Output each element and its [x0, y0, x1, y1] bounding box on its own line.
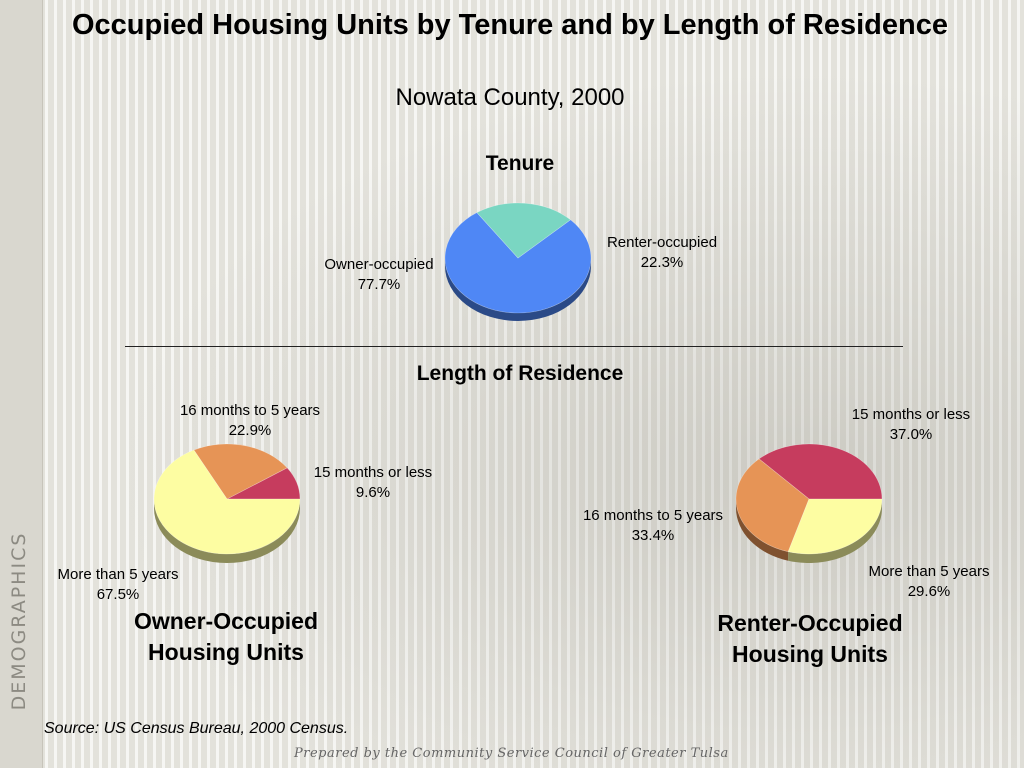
caption-line: Housing Units [732, 641, 888, 667]
pie-side-2-2-0 [788, 499, 882, 563]
pie-label-renter-occupied: Renter-occupied 22.3% [594, 233, 730, 273]
length-section-title: Length of Residence [416, 362, 624, 385]
pie-side-2-1-0 [736, 499, 789, 561]
owner-occupied-caption: Owner-Occupied Housing Units [106, 606, 346, 668]
pie-label-value: 29.6% [907, 583, 951, 600]
pie-label-owner-16-months: 16 months to 5 years 22.9% [162, 401, 338, 441]
pie-side-1-2-0 [154, 499, 300, 563]
pie-slice-2-1 [735, 458, 810, 553]
chart-title: Occupied Housing Units by Tenure and by … [71, 9, 948, 41]
pie-slice-1-0 [226, 467, 301, 500]
pie-label-value: 22.9% [228, 422, 272, 439]
pie-slice-0-1 [476, 202, 572, 259]
pie-label-value: 77.7% [357, 276, 401, 293]
pie-label-category: More than 5 years [57, 566, 179, 583]
caption-line: Owner-Occupied [133, 608, 319, 634]
pie-label-owner-15-months: 15 months or less 9.6% [300, 463, 446, 503]
pie-slice-1-2 [153, 449, 301, 555]
pie-label-renter-more-than-5: More than 5 years 29.6% [854, 562, 1004, 602]
pie-label-renter-15-months: 15 months or less 37.0% [836, 405, 986, 445]
pie-slice-0-0 [444, 212, 592, 314]
prepared-by-footer: Prepared by the Community Service Counci… [294, 746, 729, 761]
renter-occupied-caption: Renter-Occupied Housing Units [690, 608, 930, 670]
pie-label-renter-16-months: 16 months to 5 years 33.4% [566, 506, 740, 546]
pie-label-value: 22.3% [640, 254, 684, 271]
source-note: Source: US Census Bureau, 2000 Census. [44, 720, 349, 737]
pie-slice-1-1 [193, 443, 288, 500]
pie-label-category: 16 months to 5 years [582, 507, 724, 524]
pie-label-value: 9.6% [355, 484, 391, 501]
caption-line: Renter-Occupied [717, 610, 903, 636]
side-strip [0, 0, 43, 768]
pie-label-value: 37.0% [889, 426, 933, 443]
pie-slice-2-0 [758, 443, 883, 500]
pie-label-category: 16 months to 5 years [179, 402, 321, 419]
pie-label-owner-more-than-5: More than 5 years 67.5% [44, 565, 192, 605]
pie-label-value: 67.5% [96, 586, 140, 603]
section-divider [125, 346, 903, 347]
tenure-section-title: Tenure [485, 152, 555, 175]
pie-label-category: 15 months or less [851, 406, 971, 423]
pie-label-owner-occupied: Owner-occupied 77.7% [312, 255, 446, 295]
caption-line: Housing Units [148, 639, 304, 665]
pie-label-value: 33.4% [631, 527, 675, 544]
pie-label-category: Renter-occupied [606, 234, 718, 251]
pie-label-category: 15 months or less [313, 464, 433, 481]
chart-subtitle: Nowata County, 2000 [395, 84, 625, 111]
pie-label-category: More than 5 years [868, 563, 990, 580]
pie-label-category: Owner-occupied [324, 256, 434, 273]
pie-slice-2-2 [787, 498, 883, 555]
